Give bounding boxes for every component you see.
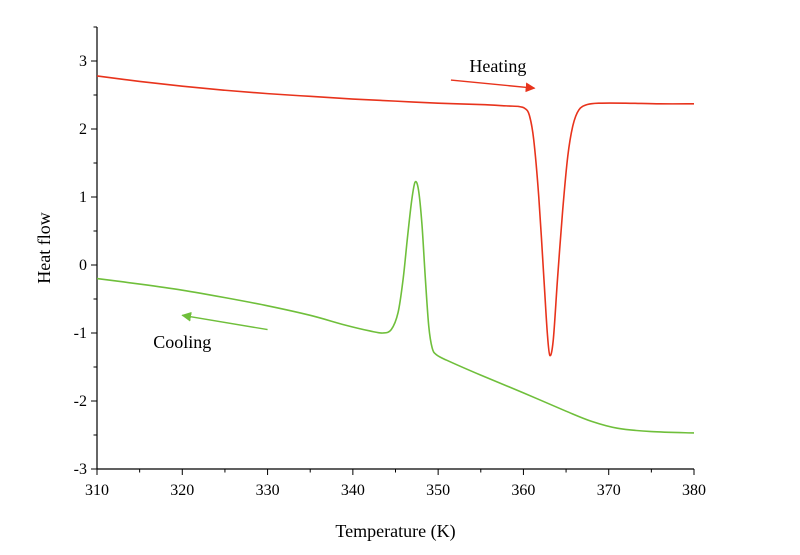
x-axis-title: Temperature (K) [335, 521, 455, 542]
x-tick-label: 350 [426, 482, 450, 499]
y-tick-label: 2 [79, 121, 87, 138]
x-tick-label: 310 [85, 482, 109, 499]
x-tick-label: 370 [597, 482, 621, 499]
y-tick-label: 3 [79, 53, 87, 70]
x-tick-label: 330 [256, 482, 280, 499]
y-tick-label: 0 [79, 257, 87, 274]
cooling-arrow [181, 311, 268, 331]
y-tick-label: -3 [74, 461, 87, 478]
y-axis-title: Heat flow [34, 212, 54, 283]
x-tick-label: 340 [341, 482, 365, 499]
y-tick-label: 1 [79, 189, 87, 206]
y-tick-label: -2 [74, 393, 87, 410]
x-tick-label: 360 [511, 482, 535, 499]
x-tick-label: 380 [682, 482, 706, 499]
x-tick-label: 320 [170, 482, 194, 499]
y-tick-label: -1 [74, 325, 87, 342]
cooling-label: Cooling [153, 332, 211, 352]
heating-curve [96, 75, 695, 357]
cooling-curve [96, 180, 695, 434]
heating-arrow [450, 79, 536, 93]
heating-label: Heating [469, 56, 526, 76]
